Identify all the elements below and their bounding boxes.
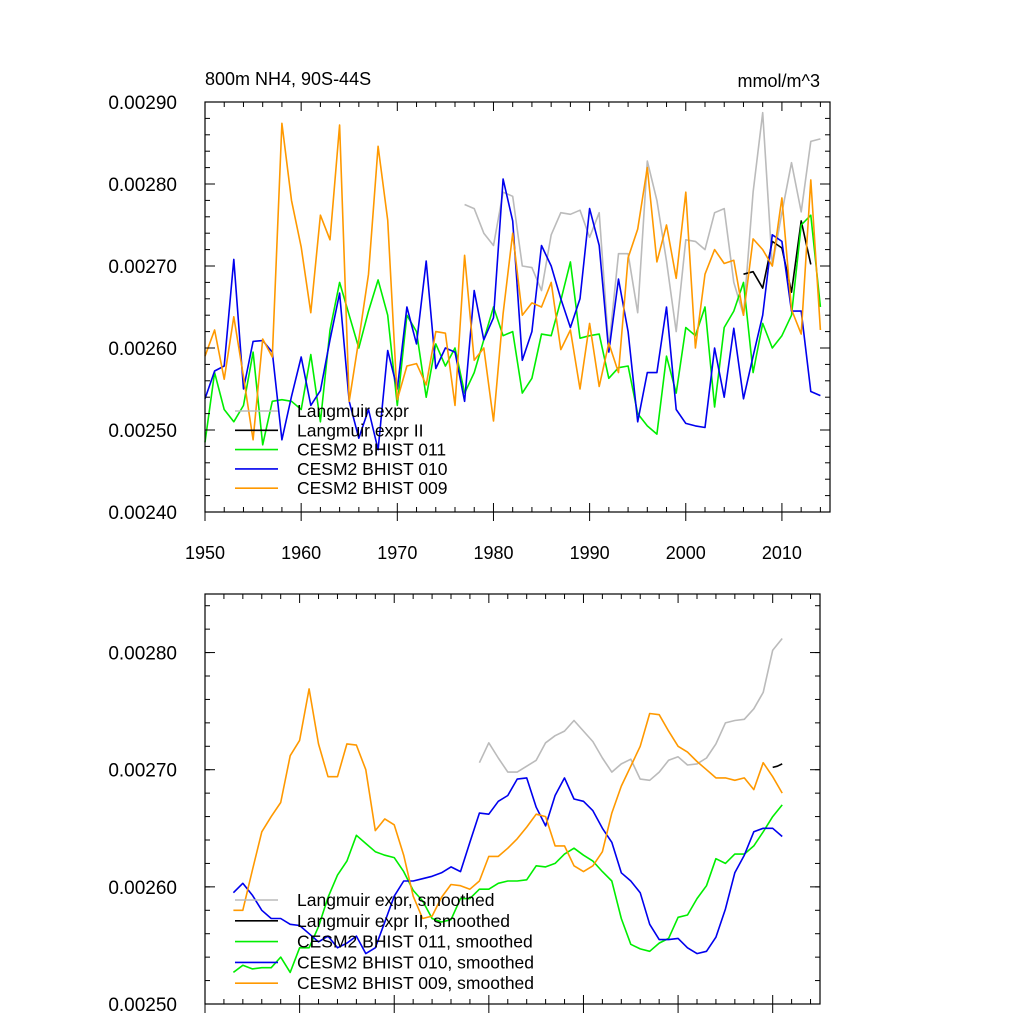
series-line-bottom-1 bbox=[772, 763, 783, 769]
series-line-bottom-0 bbox=[478, 637, 783, 782]
bottom-panel-axes: 0.00250 0.00260 0.00270 0.00280 bbox=[108, 594, 820, 1016]
y-tick-label: 0.00240 bbox=[108, 503, 177, 524]
x-tick-label: 1970 bbox=[377, 543, 417, 563]
series-line-top-3 bbox=[204, 178, 821, 451]
y-tick-label: 0.00250 bbox=[108, 995, 177, 1016]
y-tick-label: 0.00280 bbox=[108, 644, 177, 665]
x-tick-label: 1990 bbox=[570, 543, 610, 563]
y-tick-label: 0.00250 bbox=[108, 421, 177, 442]
series-line-top-2 bbox=[204, 214, 822, 446]
legend-label: CESM2 BHIST 009 bbox=[297, 478, 447, 498]
y-tick-label: 0.00260 bbox=[108, 878, 177, 899]
x-tick-label: 2010 bbox=[762, 543, 802, 563]
series-line-top-0 bbox=[464, 111, 821, 349]
top-panel-series-lines bbox=[204, 111, 822, 451]
x-tick-label: 1980 bbox=[473, 543, 513, 563]
bottom-panel-frame bbox=[204, 593, 821, 1005]
bottom-panel-series-lines bbox=[232, 637, 783, 974]
legend-label: CESM2 BHIST 010 bbox=[297, 459, 448, 479]
x-tick-label: 1950 bbox=[185, 543, 225, 563]
top-panel: 800m NH4, 90S-44S mmol/m^3 1950 1960 1970 1… bbox=[108, 69, 831, 563]
series-line-top-4 bbox=[204, 122, 822, 441]
legend-label: Langmuir expr II bbox=[297, 420, 423, 440]
series-line-bottom-2 bbox=[232, 804, 783, 974]
legend-label: CESM2 BHIST 011, smoothed bbox=[297, 932, 533, 952]
y-tick-label: 0.00270 bbox=[108, 761, 177, 782]
series-line-bottom-4 bbox=[233, 688, 783, 920]
top-panel-title: 800m NH4, 90S-44S bbox=[205, 69, 371, 89]
top-panel-units: mmol/m^3 bbox=[738, 71, 820, 91]
top-panel-frame bbox=[204, 101, 831, 513]
bottom-panel: 0.00250 0.00260 0.00270 0.00280 Langmuir ex… bbox=[108, 593, 821, 1016]
y-tick-label: 0.00270 bbox=[108, 257, 177, 278]
legend-label: CESM2 BHIST 011 bbox=[297, 440, 446, 460]
legend-label: Langmuir expr II, smoothed bbox=[297, 911, 510, 931]
y-tick-label: 0.00280 bbox=[108, 175, 177, 196]
top-panel-axes: 1950 1960 1970 1980 1990 2000 2010 0.00240 0.002… bbox=[108, 93, 830, 563]
legend-label: Langmuir expr bbox=[297, 401, 409, 421]
legend-label: Langmuir expr, smoothed bbox=[297, 890, 494, 910]
y-tick-label: 0.00260 bbox=[108, 339, 177, 360]
x-tick-label: 2000 bbox=[666, 543, 706, 563]
series-line-bottom-3 bbox=[232, 777, 783, 955]
y-tick-label: 0.00290 bbox=[108, 93, 177, 114]
legend-label: CESM2 BHIST 009, smoothed bbox=[297, 973, 534, 993]
x-tick-label: 1960 bbox=[281, 543, 321, 563]
legend-label: CESM2 BHIST 010, smoothed bbox=[297, 952, 534, 972]
